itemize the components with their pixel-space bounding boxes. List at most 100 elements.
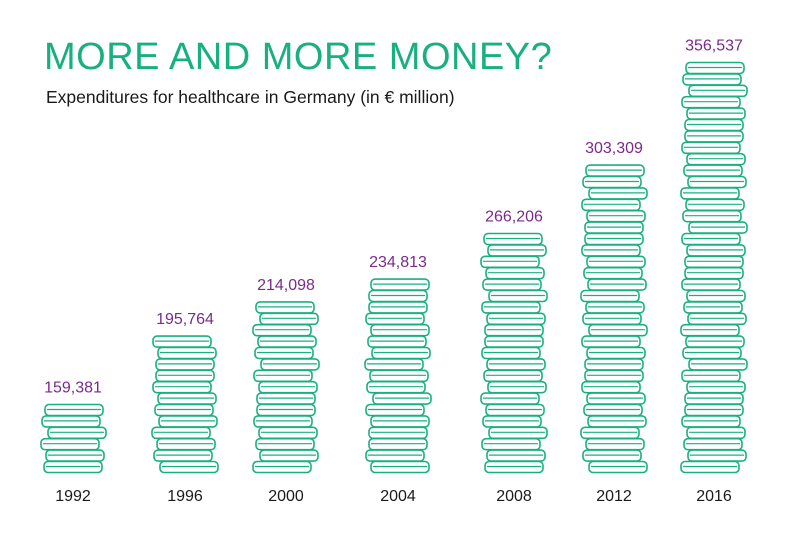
coin	[687, 175, 747, 189]
coin	[684, 266, 744, 280]
coin	[481, 437, 541, 451]
coin	[680, 460, 740, 474]
coin	[682, 346, 742, 360]
coin	[582, 449, 642, 462]
coin	[483, 232, 543, 246]
coin	[258, 380, 318, 394]
category-label-1992: 1992	[55, 488, 91, 505]
coin-stacks	[40, 61, 748, 474]
value-label-2012: 303,309	[585, 140, 643, 157]
coin	[588, 323, 648, 337]
coin	[480, 392, 540, 405]
coin	[371, 346, 431, 360]
coin	[584, 221, 644, 234]
coin	[259, 312, 319, 326]
coin	[586, 346, 646, 360]
coin	[486, 312, 546, 326]
category-label-2004: 2004	[380, 488, 416, 505]
coin	[683, 437, 743, 451]
coin	[686, 244, 746, 257]
coin	[681, 415, 741, 428]
coin	[481, 301, 541, 314]
coin	[252, 323, 312, 337]
coin	[588, 460, 648, 474]
coin	[586, 209, 646, 223]
coin	[158, 415, 218, 428]
coin	[688, 358, 748, 371]
coin	[484, 323, 544, 337]
coin	[587, 415, 647, 428]
coin	[584, 369, 644, 383]
coin	[365, 449, 425, 462]
coin	[366, 380, 426, 394]
coin	[484, 460, 544, 474]
coin	[159, 460, 219, 474]
coin	[47, 426, 107, 440]
coin	[487, 380, 547, 394]
chart-title: MORE AND MORE MONEY?	[44, 36, 553, 78]
coin	[685, 198, 745, 212]
value-label-2016: 356,537	[685, 38, 743, 55]
value-label-1996: 195,764	[156, 311, 214, 328]
coin	[581, 380, 641, 394]
coin	[260, 358, 320, 371]
coin	[686, 152, 746, 166]
coin	[156, 437, 216, 451]
value-label-1992: 159,381	[44, 380, 102, 397]
coin	[367, 335, 427, 348]
coin	[686, 107, 746, 120]
chart-labels: 159,381 1992 195,764 1996 214,098 2000 234,813…	[44, 38, 743, 506]
coin-stack-1996	[151, 335, 219, 474]
coin	[686, 289, 746, 303]
category-label-2012: 2012	[596, 488, 632, 505]
coin	[365, 403, 425, 417]
coin	[487, 244, 547, 257]
coin	[580, 426, 640, 440]
coin	[581, 198, 641, 212]
value-label-2000: 214,098	[257, 277, 315, 294]
chart-subtitle: Expenditures for healthcare in Germany (…	[46, 87, 455, 107]
coin	[681, 141, 741, 155]
coin	[684, 392, 744, 405]
category-label-2000: 2000	[268, 488, 304, 505]
coin	[684, 130, 744, 143]
coin	[683, 301, 743, 314]
coin	[686, 380, 746, 394]
category-label-2008: 2008	[496, 488, 532, 505]
coin	[687, 449, 747, 462]
coin	[582, 175, 642, 189]
coin	[484, 335, 544, 348]
value-label-2004: 234,813	[369, 254, 427, 271]
coin	[253, 415, 313, 428]
coin	[372, 392, 432, 405]
coin	[44, 403, 104, 417]
coin	[256, 403, 316, 417]
coin	[486, 358, 546, 371]
coin	[583, 403, 643, 417]
coin	[253, 369, 313, 383]
coin	[581, 335, 641, 348]
coin	[688, 84, 748, 98]
coin	[370, 460, 430, 474]
category-label-1996: 1996	[167, 488, 203, 505]
coin	[368, 289, 428, 303]
coin	[157, 346, 217, 360]
coin	[370, 323, 430, 337]
coin	[584, 358, 644, 371]
coin	[688, 221, 748, 234]
coin	[485, 266, 545, 280]
coin	[685, 61, 745, 75]
coin	[684, 403, 744, 417]
coin	[682, 209, 742, 223]
coin	[683, 164, 743, 177]
coin	[368, 426, 428, 440]
coin	[41, 415, 101, 428]
coin	[581, 244, 641, 257]
coin	[480, 255, 540, 269]
coin-stack-2012	[580, 164, 648, 474]
coin	[369, 369, 429, 383]
coin	[152, 335, 212, 348]
coin	[585, 437, 645, 451]
coin-stack-2016	[680, 61, 748, 474]
